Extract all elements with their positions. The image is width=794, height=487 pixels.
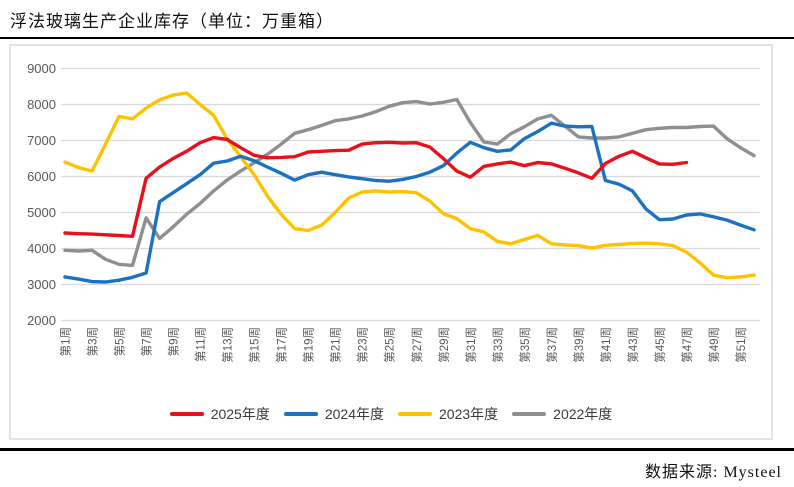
x-axis-label: 第31周 [464, 327, 478, 363]
x-axis-label: 第25周 [383, 327, 397, 363]
legend-item-2022年度: 2022年度 [512, 404, 612, 424]
legend-label: 2023年度 [439, 406, 499, 422]
y-axis-label: 7000 [27, 133, 56, 148]
y-axis-label: 3000 [27, 277, 56, 292]
x-axis-label: 第51周 [734, 327, 748, 363]
x-axis-label: 第29周 [437, 327, 451, 363]
x-axis-label: 第41周 [599, 327, 613, 363]
data-source: 数据来源: Mysteel [645, 464, 782, 481]
x-axis-label: 第27周 [410, 327, 424, 363]
x-axis-label: 第47周 [680, 327, 694, 363]
series-line-2022年度 [63, 97, 756, 268]
x-axis-label: 第23周 [356, 327, 370, 363]
x-axis-label: 第35周 [518, 327, 532, 363]
series-line-2024年度 [63, 121, 756, 284]
x-axis-label: 第5周 [113, 327, 127, 356]
x-axis-label: 第11周 [194, 327, 208, 362]
footer-separator [0, 448, 794, 451]
x-axis-label: 第19周 [302, 327, 316, 363]
x-axis-label: 第43周 [626, 327, 640, 363]
y-axis-label: 9000 [27, 61, 56, 76]
legend-swatch [283, 411, 318, 417]
chart-legend: 2025年度 2024年度 2023年度 2022年度 [11, 404, 771, 424]
legend-item-2023年度: 2023年度 [398, 404, 498, 424]
y-axis-label: 5000 [27, 205, 56, 220]
x-axis-label: 第45周 [653, 327, 667, 363]
y-axis-label: 2000 [27, 313, 56, 328]
x-axis-label: 第3周 [86, 327, 100, 356]
legend-label: 2025年度 [210, 406, 270, 422]
x-axis-label: 第17周 [275, 327, 289, 363]
x-axis-label: 第13周 [221, 327, 235, 363]
x-axis-label: 第1周 [59, 327, 73, 356]
x-axis-label: 第49周 [707, 327, 721, 363]
legend-label: 2024年度 [324, 406, 384, 422]
series-line-2025年度 [63, 135, 689, 239]
title-separator [0, 37, 794, 39]
series-line-2023年度 [63, 91, 756, 280]
chart-box: 2000 3000 4000 5000 6000 7000 8000 9000 第1周 第3周 第5… [9, 44, 773, 440]
x-axis-label: 第15周 [248, 327, 262, 363]
y-axis-label: 8000 [27, 97, 56, 112]
x-axis-label: 第7周 [140, 327, 154, 356]
legend-swatch [398, 411, 432, 417]
legend-item-2024年度: 2024年度 [283, 404, 384, 424]
legend-swatch [169, 411, 204, 417]
chart-title: 浮法玻璃生产企业库存（单位：万重箱） [10, 12, 334, 31]
x-axis-label: 第39周 [572, 327, 586, 363]
x-axis-label: 第21周 [329, 327, 343, 363]
legend-label: 2022年度 [553, 406, 613, 422]
y-axis-label: 4000 [27, 241, 56, 256]
x-axis-label: 第37周 [545, 327, 559, 363]
y-axis-label: 6000 [27, 169, 56, 184]
x-axis-label: 第33周 [491, 327, 505, 363]
legend-swatch [512, 411, 547, 417]
legend-item-2025年度: 2025年度 [169, 404, 270, 424]
x-axis-label: 第9周 [167, 327, 181, 356]
